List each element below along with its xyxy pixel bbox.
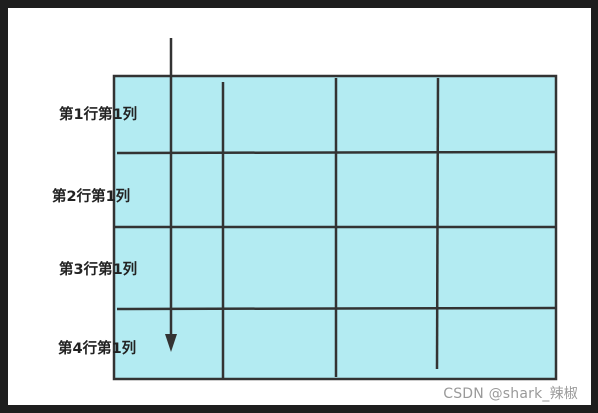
csdn-watermark: CSDN @shark_辣椒 (443, 386, 578, 402)
row-label-3: 第3行第1列 (59, 260, 137, 278)
row-label-4: 第4行第1列 (58, 339, 136, 357)
column-divider (435, 77, 440, 370)
row-label-1: 第1行第1列 (59, 105, 137, 123)
grid-border (112, 74, 558, 381)
row-label-2: 第2行第1列 (52, 187, 130, 205)
arrow-head-icon (165, 334, 177, 352)
